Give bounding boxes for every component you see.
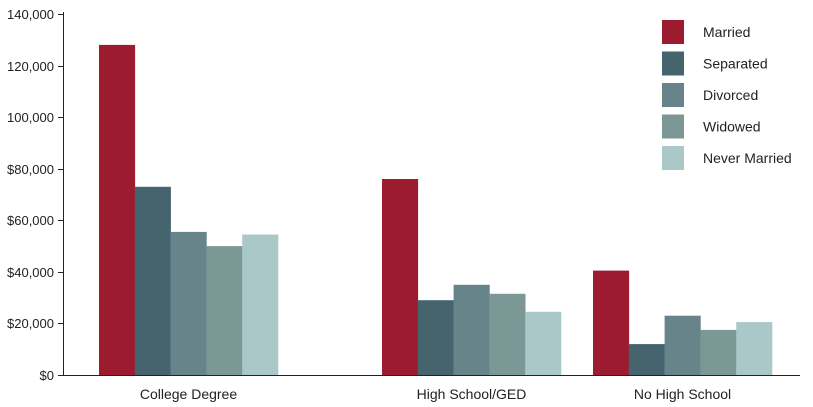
legend: Married Separated Divorced Widowed Never Mar… [662,20,792,170]
bar-married [382,179,419,375]
y-tick-label: $80,000 [7,162,54,177]
legend-label: Never Married [703,150,792,166]
bar-separated [628,344,665,375]
bar-married [99,44,136,376]
legend-swatch [662,20,684,44]
legend-swatch [662,146,684,170]
y-tick-label: 120,000 [7,59,54,74]
legend-label: Widowed [703,119,761,135]
y-tick-label: 140,000 [7,7,54,22]
bar-separated [417,300,454,375]
x-category-label: No High School [634,386,731,402]
bar-divorced [664,315,701,375]
legend-swatch [662,51,684,76]
legend-swatch [662,83,684,107]
bar-widowed [489,293,526,375]
y-tick-label: $60,000 [7,213,54,228]
x-category-label: High School/GED [417,386,527,402]
bars-group [99,44,773,376]
bar-never-married [242,234,279,375]
bar-separated [134,186,171,375]
legend-label: Divorced [703,87,758,103]
bar-divorced [170,231,207,375]
bar-widowed [700,329,737,375]
y-tick-label: $0 [40,368,54,383]
bar-divorced [453,284,490,376]
y-tick-label: 100,000 [7,110,54,125]
legend-label: Separated [703,56,768,72]
x-category-label: College Degree [140,386,237,402]
bar-married [593,270,630,375]
bar-never-married [736,322,773,375]
y-axis-ticks: $0 $20,000 $40,000 $60,000 $80,000 100,000 120… [7,7,64,383]
x-axis-labels: College Degree High School/GED No High Sch… [140,386,731,402]
bar-never-married [525,311,562,375]
y-tick-label: $20,000 [7,316,54,331]
bar-widowed [206,246,243,375]
y-tick-label: $40,000 [7,265,54,280]
legend-swatch [662,114,684,139]
legend-label: Married [703,24,750,40]
